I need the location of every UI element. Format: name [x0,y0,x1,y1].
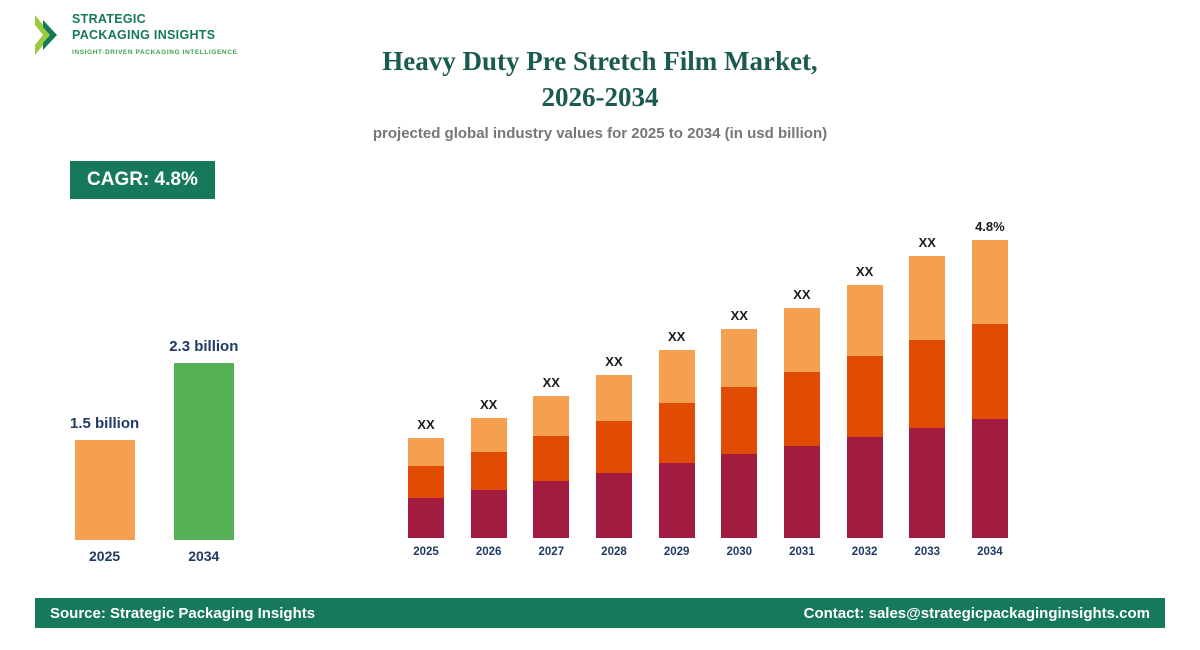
brand-tagline: INSIGHT-DRIVEN PACKAGING INTELLIGENCE [72,49,238,57]
stacked-bar [846,285,883,538]
bar-segment-segment-middle [408,466,444,498]
stacked-bar [595,375,632,538]
chevron-logo-icon [35,15,57,55]
stacked-chart: XX 2025 XX 2026 XX 2027 XX 2028 XX 2029 XX 2030 XX 20… [408,219,1008,558]
bar-segment-segment-bottom [658,463,695,538]
bar-segment-segment-bottom [971,419,1008,538]
bar-segment-segment-top [408,438,444,466]
stacked-bar-group: XX 2032 [846,264,883,558]
bar-segment-segment-middle [846,356,883,437]
stacked-bar-value-label: XX [667,329,686,344]
bar-segment-segment-top [470,418,507,452]
stacked-x-tick-label: 2031 [789,546,815,558]
bar-segment-segment-top [595,375,632,421]
bar-segment-segment-bottom [783,446,820,538]
bar-segment-segment-bottom [533,481,570,538]
footer-contact: Contact: sales@strategicpackaginginsight… [803,604,1150,622]
stacked-bar-value-label: XX [417,417,435,432]
bar-segment-segment-bottom [408,498,444,538]
stacked-x-tick-label: 2030 [726,546,753,558]
summary-bar-group: 1.5 billion 2025 [70,415,139,564]
footer-source: Source: Strategic Packaging Insights [50,604,316,622]
page-title-line2: 2026-2034 [541,81,659,112]
stacked-bar-group: XX 2029 [658,329,695,558]
stacked-bar-group: XX 2028 [595,354,632,558]
stacked-bar [783,308,820,538]
bar-segment-segment-middle [658,403,695,463]
cagr-badge: CAGR: 4.8% [70,161,215,199]
stacked-bar [721,329,758,538]
bar-segment-segment-top [721,329,758,387]
bar-segment-segment-bottom [595,473,632,538]
stacked-bar [971,240,1008,538]
page-subtitle: projected global industry values for 202… [372,125,828,143]
stacked-x-tick-label: 2025 [413,546,439,558]
brand-name-line1: STRATEGIC [72,12,146,26]
stacked-x-tick-label: 2034 [977,546,1003,558]
stacked-x-tick-label: 2029 [663,546,690,558]
bar-segment-segment-top [971,240,1008,324]
stacked-x-tick-label: 2033 [914,546,941,558]
header: Heavy Duty Pre Stretch Film Market, 2026… [250,44,950,142]
stacked-bar-value-label: XX [793,287,811,302]
bar-segment-segment-middle [595,421,632,473]
stacked-bar-group: XX 2025 [408,417,444,558]
bar-segment-segment-top [658,350,695,403]
stacked-bar-value-label: 4.8% [975,219,1005,234]
stacked-bar-group: XX 2031 [783,287,820,558]
stacked-bar [533,396,570,538]
bar-segment-segment-top [533,396,570,436]
stacked-bar-value-label: XX [918,235,936,250]
stacked-bar [658,350,695,538]
bar-segment-segment-top [783,308,820,372]
bar-segment-segment-middle [909,340,946,428]
summary-x-tick-label: 2034 [188,548,220,564]
bar-segment-segment-middle [470,452,507,490]
bar-segment-segment-bottom [721,454,758,538]
summary-bar [74,440,135,540]
bar-segment-segment-middle [721,387,758,454]
stacked-bar-group: XX 2030 [721,308,758,558]
bar-segment-segment-top [846,285,883,356]
stacked-bar-group: 4.8% 2034 [971,219,1008,558]
stacked-x-tick-label: 2032 [851,546,878,558]
stacked-bar-value-label: XX [855,264,874,279]
stacked-x-tick-label: 2026 [475,546,502,558]
brand-text: STRATEGIC PACKAGING INSIGHTS INSIGHT-DRI… [72,12,237,56]
stacked-bar [909,256,946,538]
stacked-bar-group: XX 2027 [533,375,570,558]
bar-segment-segment-middle [533,436,570,481]
stacked-bar-value-label: XX [605,354,623,369]
bar-segment-segment-bottom [909,428,946,538]
stacked-x-tick-label: 2027 [538,546,565,558]
bar-segment-segment-bottom [470,490,507,538]
stacked-bar-value-label: XX [542,375,560,390]
stacked-x-tick-label: 2028 [601,546,627,558]
bar-segment-segment-bottom [846,437,883,538]
stacked-bar-value-label: XX [730,308,748,323]
stacked-bar-group: XX 2026 [470,397,507,558]
footer-bar: Source: Strategic Packaging Insights Con… [35,598,1165,628]
summary-value-label: 1.5 billion [70,415,140,432]
summary-value-label: 2.3 billion [169,338,239,355]
summary-bar [173,363,234,540]
bar-segment-segment-top [909,256,946,340]
bar-segment-segment-middle [783,372,820,446]
page-title: Heavy Duty Pre Stretch Film Market, 2026… [250,44,950,115]
page-title-line1: Heavy Duty Pre Stretch Film Market, [382,46,818,76]
summary-chart: 1.5 billion 2025 2.3 billion 2034 [70,338,238,564]
summary-bar-group: 2.3 billion 2034 [169,338,238,564]
summary-x-tick-label: 2025 [89,548,121,564]
brand-name-line2: PACKAGING INSIGHTS [72,27,216,42]
stacked-bar [470,418,507,538]
stacked-bar-group: XX 2033 [909,235,946,558]
stacked-bar-value-label: XX [479,397,498,412]
bar-segment-segment-middle [971,324,1008,419]
brand-logo: STRATEGIC PACKAGING INSIGHTS INSIGHT-DRI… [35,12,237,58]
stacked-bar [408,438,444,538]
